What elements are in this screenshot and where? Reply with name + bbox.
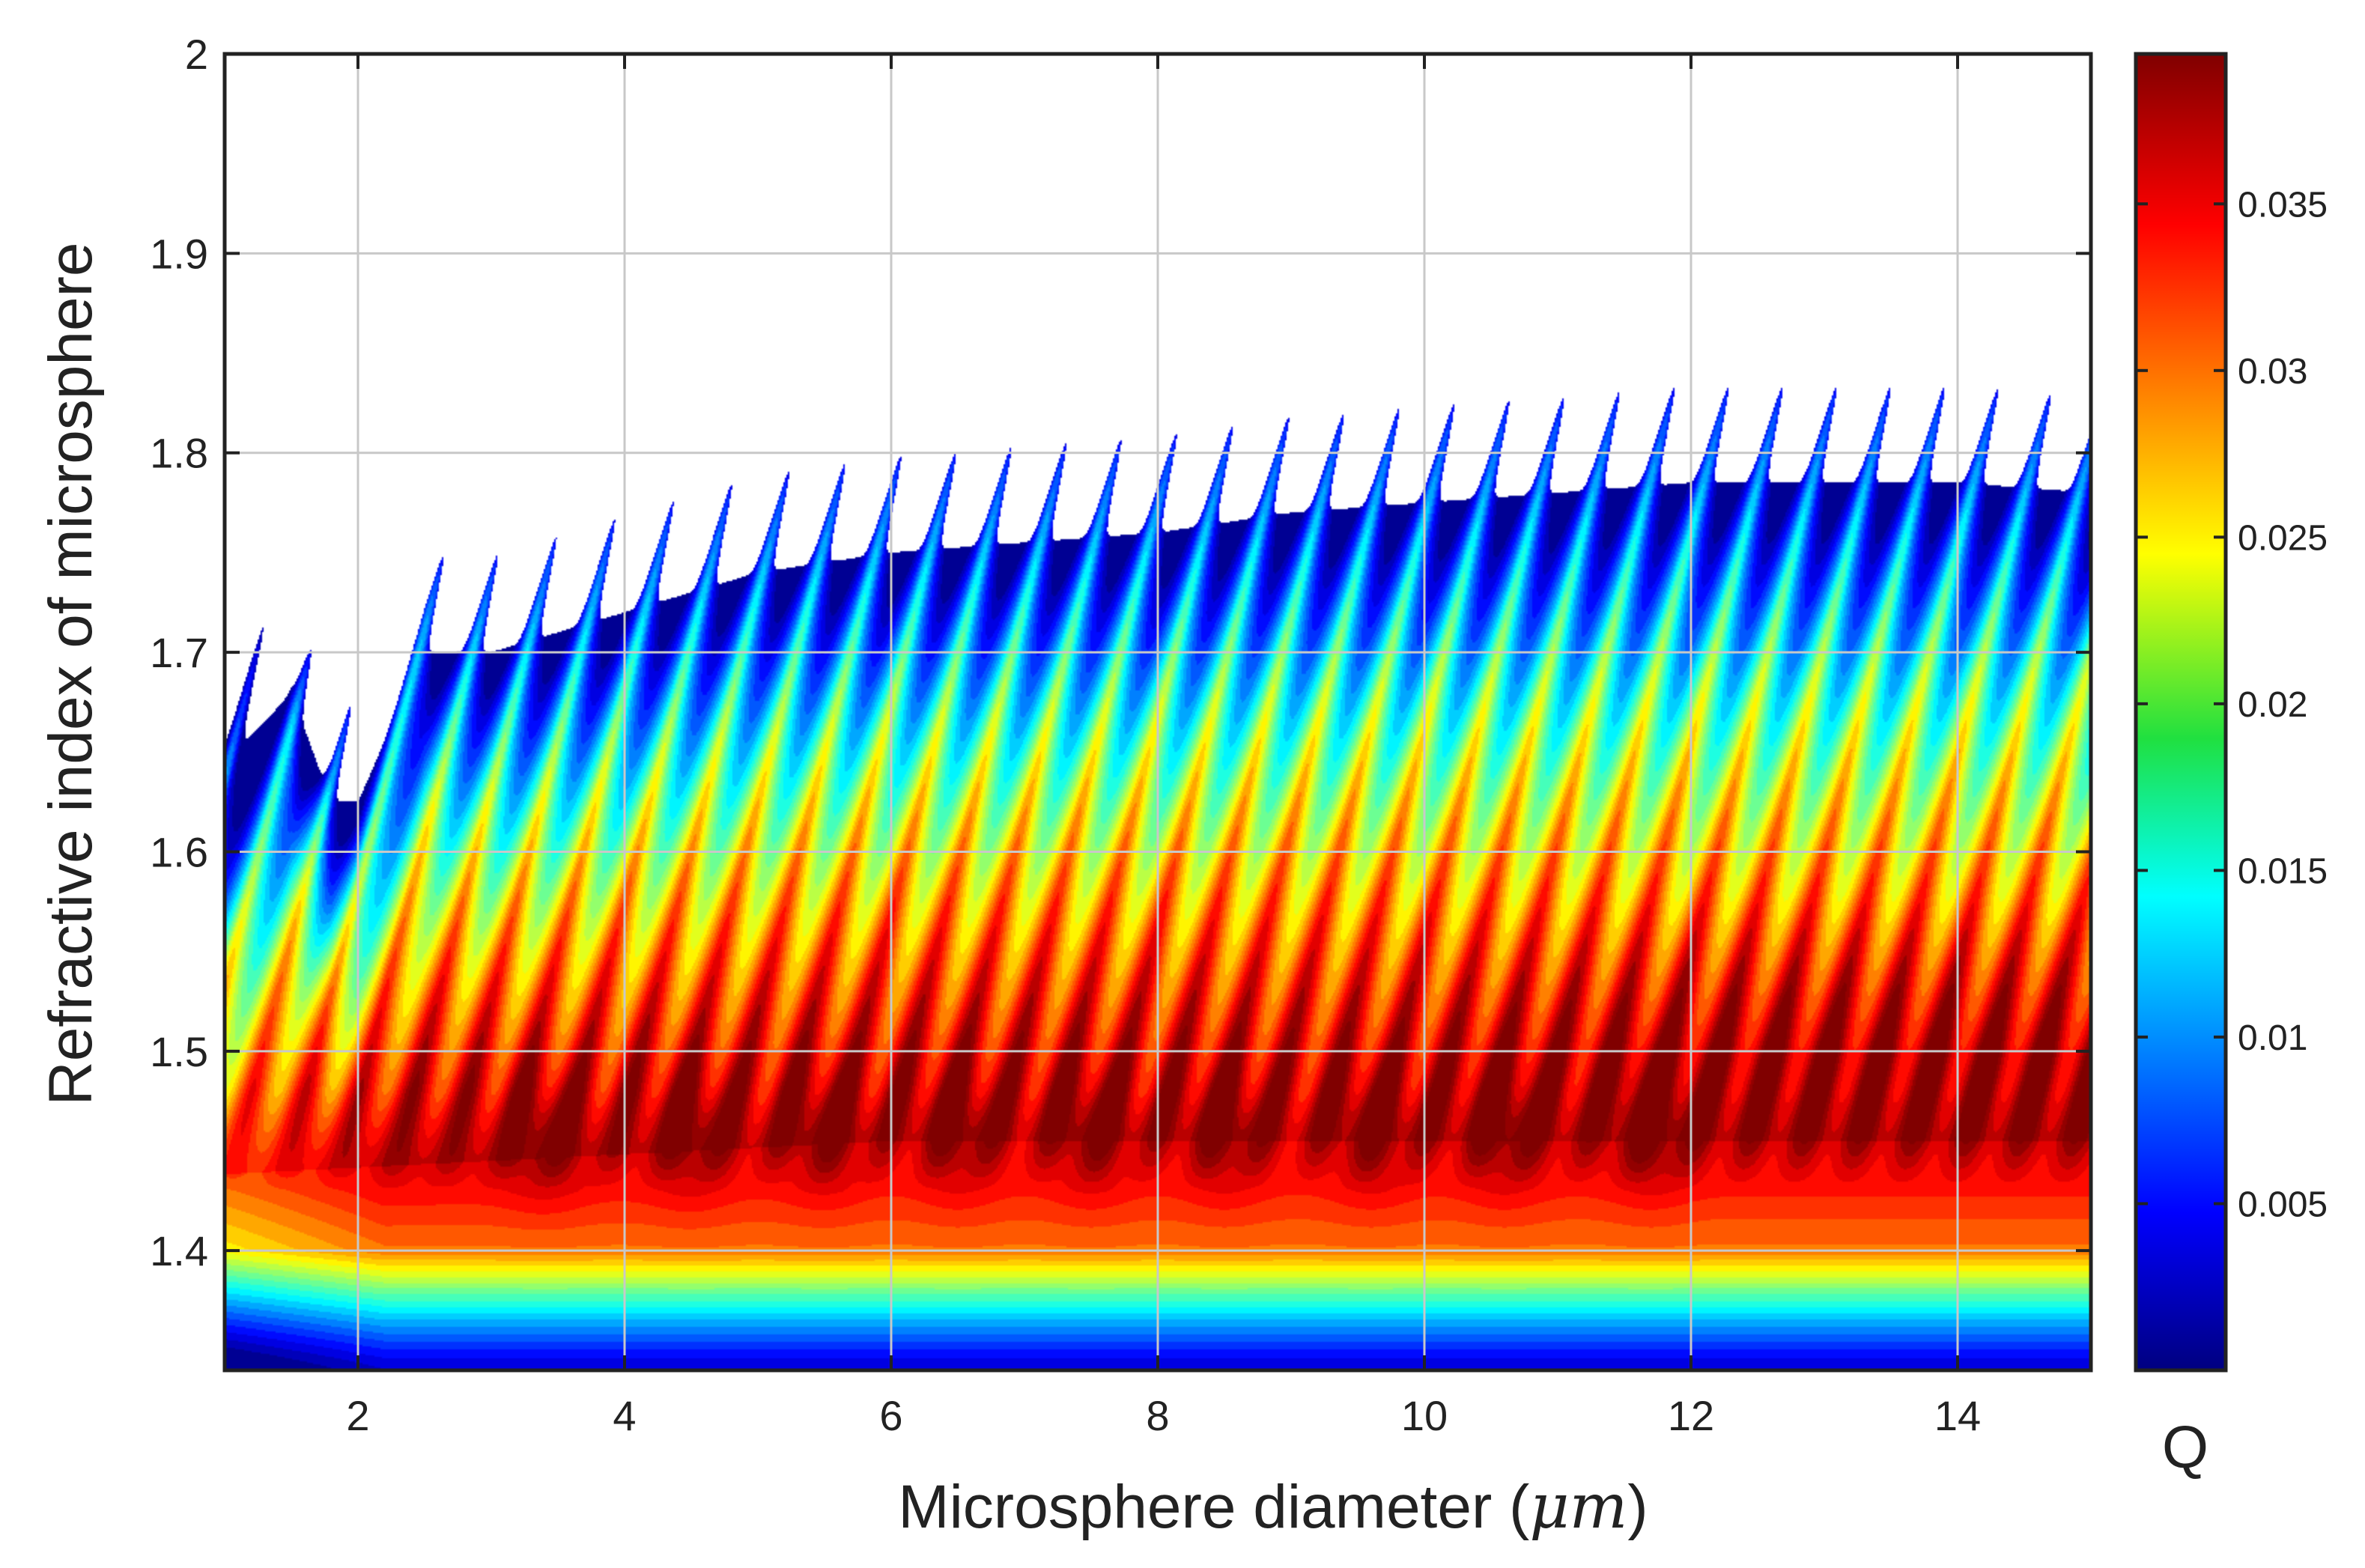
plot-area: 2 4 6 8 10 12 14 1.4 1.5 1.6 1.7 1.8 1.9 2: [150, 31, 2093, 1439]
x-tick-label: 10: [1401, 1392, 1448, 1439]
y-tick-label: 1.4: [150, 1227, 208, 1274]
colorbar-tick-label: 0.015: [2238, 851, 2328, 891]
x-tick-label: 8: [1146, 1392, 1169, 1439]
colorbar-gradient: [2136, 54, 2226, 1370]
y-tick-label: 1.9: [150, 230, 208, 277]
y-axis-title: Refractive index of microsphere: [37, 242, 105, 1105]
colorbar: 0.005 0.01 0.015 0.02 0.025 0.03 0.035: [2134, 52, 2328, 1373]
x-tick-label: 14: [1934, 1392, 1981, 1439]
x-tick-label: 6: [879, 1392, 902, 1439]
y-tick-label: 1.5: [150, 1028, 208, 1075]
x-axis-title: Microsphere diameter (μm): [898, 1471, 1648, 1543]
colorbar-title: Q: [2162, 1414, 2208, 1480]
colorbar-ticks: 0.005 0.01 0.015 0.02 0.025 0.03 0.035: [2136, 185, 2328, 1224]
y-tick-label: 1.8: [150, 430, 208, 477]
x-tick-label: 4: [613, 1392, 636, 1439]
colorbar-frame: [2134, 52, 2228, 1373]
colorbar-tick-label: 0.02: [2238, 685, 2307, 725]
axis-ticks: 2 4 6 8 10 12 14 1.4 1.5 1.6 1.7 1.8 1.9 2: [150, 31, 2091, 1439]
x-tick-label: 12: [1668, 1392, 1714, 1439]
grid: [225, 52, 2091, 1370]
colorbar-tick-label: 0.005: [2238, 1185, 2328, 1224]
y-tick-label: 1.7: [150, 629, 208, 676]
colorbar-tick-label: 0.035: [2238, 185, 2328, 225]
colorbar-tick-label: 0.025: [2238, 518, 2328, 558]
x-tick-label: 2: [346, 1392, 369, 1439]
colorbar-tick-label: 0.03: [2238, 352, 2307, 392]
y-tick-label: 2: [185, 31, 208, 78]
colorbar-tick-label: 0.01: [2238, 1018, 2307, 1058]
y-tick-label: 1.6: [150, 828, 208, 875]
